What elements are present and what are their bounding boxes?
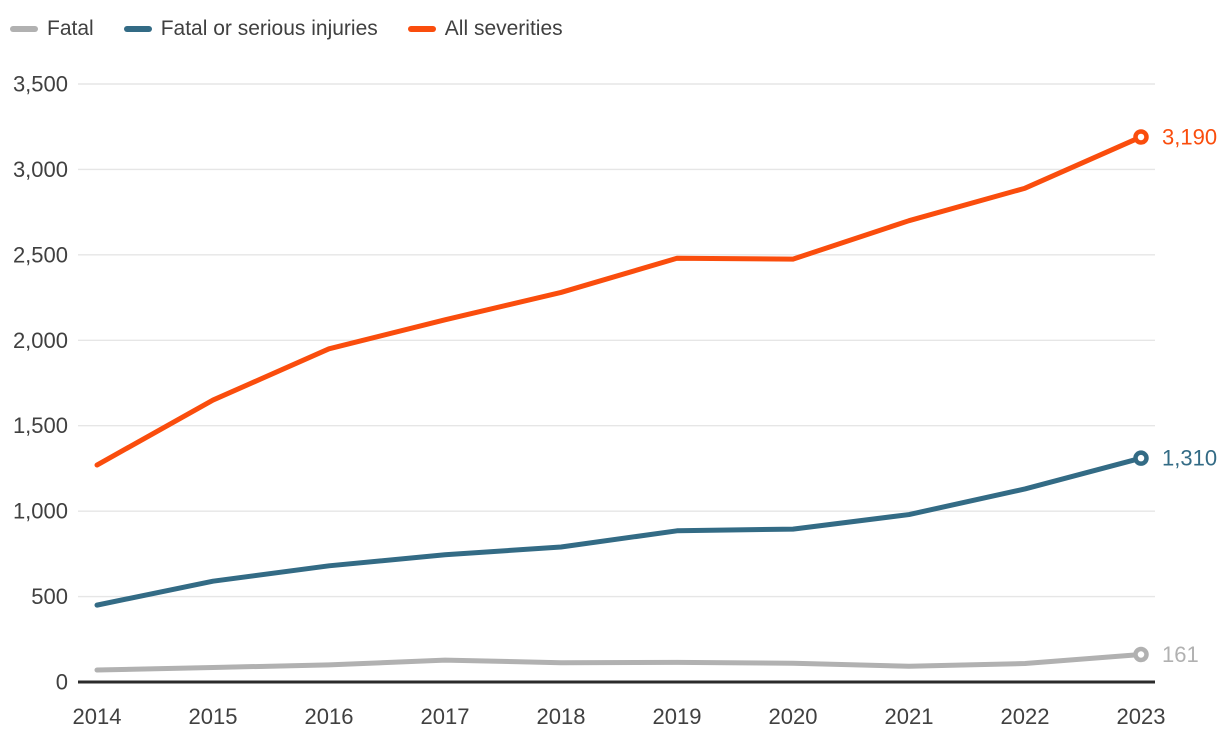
legend-swatch-all-severities bbox=[407, 26, 436, 32]
legend-item-fatal: Fatal bbox=[10, 17, 94, 41]
legend-swatch-fatal bbox=[10, 26, 38, 32]
y-axis-tick-label: 500 bbox=[31, 584, 68, 609]
legend-swatch-fatal-or-serious-injuries bbox=[123, 26, 152, 32]
series-end-marker-all-severities bbox=[1133, 129, 1149, 145]
legend-item-all-severities: All severities bbox=[407, 17, 563, 41]
y-axis-tick-label: 1,000 bbox=[13, 499, 68, 524]
y-axis-tick-label: 2,500 bbox=[13, 242, 68, 267]
y-axis-tick-label: 3,000 bbox=[13, 157, 68, 182]
series-end-label-fatal-or-serious-injuries: 1,310 bbox=[1162, 446, 1217, 471]
series-line-fatal-or-serious-injuries bbox=[94, 455, 1144, 608]
series-end-marker-fatal-or-serious-injuries bbox=[1133, 450, 1149, 466]
series-line-all-severities bbox=[94, 134, 1144, 468]
y-axis-tick-label: 3,500 bbox=[13, 72, 68, 97]
x-axis-tick-label: 2014 bbox=[73, 704, 122, 729]
series-end-marker-fatal bbox=[1133, 646, 1149, 663]
y-axis-tick-label: 0 bbox=[56, 670, 68, 695]
x-axis-tick-label: 2020 bbox=[769, 704, 818, 729]
x-axis-tick-label: 2022 bbox=[1001, 704, 1050, 729]
y-axis-tick-label: 1,500 bbox=[13, 413, 68, 438]
series-end-label-all-severities: 3,190 bbox=[1162, 124, 1217, 149]
x-axis-tick-label: 2018 bbox=[537, 704, 586, 729]
x-axis-tick-label: 2023 bbox=[1117, 704, 1166, 729]
legend-label: Fatal or serious injuries bbox=[160, 17, 378, 40]
y-axis-tick-label: 2,000 bbox=[13, 328, 68, 353]
series-end-label-fatal: 161 bbox=[1162, 642, 1199, 667]
legend-label: Fatal bbox=[47, 17, 94, 40]
x-axis-tick-label: 2017 bbox=[421, 704, 470, 729]
x-axis-tick-label: 2015 bbox=[189, 704, 238, 729]
legend-label: All severities bbox=[444, 17, 563, 40]
series-line-fatal bbox=[94, 651, 1144, 673]
x-axis-tick-label: 2016 bbox=[305, 704, 354, 729]
legend: Fatal Fatal or serious injuries All severi… bbox=[10, 17, 563, 41]
x-axis-tick-label: 2021 bbox=[885, 704, 934, 729]
legend-item-fatal-or-serious-injuries: Fatal or serious injuries bbox=[123, 17, 378, 41]
x-axis-tick-label: 2019 bbox=[653, 704, 702, 729]
